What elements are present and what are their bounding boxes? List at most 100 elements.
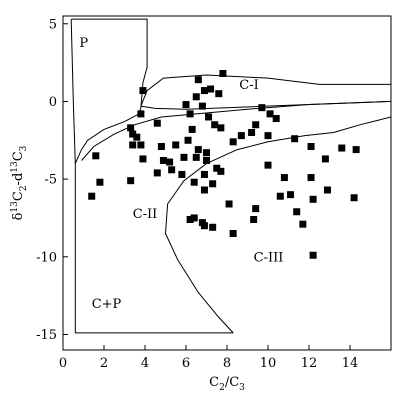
data-point-2 <box>88 192 96 200</box>
data-point-39 <box>213 164 221 172</box>
data-point-26 <box>215 90 223 98</box>
data-point-42 <box>178 170 186 178</box>
data-point-62 <box>350 194 358 202</box>
data-point-43 <box>258 104 266 112</box>
region-boundaries <box>70 18 392 334</box>
data-point-74 <box>209 180 217 188</box>
data-point-75 <box>200 186 208 194</box>
region-label-4: C+P <box>92 297 122 312</box>
data-point-32 <box>211 121 219 129</box>
data-point-37 <box>192 153 200 161</box>
data-point-54 <box>352 146 360 154</box>
x-tick-label-1: 2 <box>100 356 108 371</box>
data-point-66 <box>252 205 260 213</box>
data-point-33 <box>188 125 196 133</box>
data-point-19 <box>153 169 161 177</box>
region-boundary-4 <box>74 163 234 334</box>
region-boundary-2 <box>81 100 392 161</box>
y-tick-label-0: 5 <box>49 17 57 32</box>
data-point-9 <box>137 141 145 149</box>
data-point-50 <box>291 135 299 143</box>
region-label-3: C-III <box>254 250 284 265</box>
data-point-0 <box>92 152 100 160</box>
data-point-28 <box>198 102 206 110</box>
data-point-27 <box>186 110 194 118</box>
region-boundary-1 <box>140 74 392 110</box>
data-point-24 <box>207 85 215 93</box>
x-tick-label-7: 14 <box>342 356 359 371</box>
data-point-3 <box>129 130 137 138</box>
data-point-20 <box>182 101 190 109</box>
data-point-35 <box>194 146 202 154</box>
data-point-15 <box>159 156 167 164</box>
data-point-34 <box>184 136 192 144</box>
data-point-16 <box>166 158 174 166</box>
data-point-57 <box>307 174 315 182</box>
region-label-2: C-II <box>133 207 158 222</box>
data-point-52 <box>321 155 329 163</box>
data-point-47 <box>248 129 256 137</box>
data-point-11 <box>127 177 135 185</box>
data-point-41 <box>190 178 198 186</box>
data-point-63 <box>293 208 301 216</box>
data-point-48 <box>237 132 245 140</box>
data-point-6 <box>137 110 145 118</box>
region-label-1: C-I <box>239 78 258 93</box>
data-point-31 <box>229 138 237 146</box>
x-tick-label-2: 4 <box>141 356 149 371</box>
data-point-64 <box>299 220 307 228</box>
data-point-68 <box>229 229 237 237</box>
data-point-61 <box>323 186 331 194</box>
data-point-72 <box>200 222 208 230</box>
data-point-30 <box>217 124 225 132</box>
data-point-8 <box>129 141 137 149</box>
data-point-1 <box>96 178 104 186</box>
data-point-46 <box>252 121 260 129</box>
data-point-17 <box>180 153 188 161</box>
x-tick-label-3: 6 <box>182 356 190 371</box>
y-tick-label-2: -5 <box>44 173 57 188</box>
data-point-51 <box>307 142 315 150</box>
data-point-44 <box>266 110 274 118</box>
data-point-12 <box>153 119 161 127</box>
data-point-5 <box>139 87 147 95</box>
y-axis-title: δ13C2-d13C3 <box>10 145 29 220</box>
y-tick-label-1: 0 <box>49 95 57 110</box>
data-point-40 <box>200 170 208 178</box>
data-point-22 <box>194 76 202 84</box>
data-point-36 <box>203 149 210 157</box>
x-tick-label-4: 8 <box>223 356 231 371</box>
data-point-69 <box>209 223 217 231</box>
data-point-29 <box>205 113 213 121</box>
data-point-76 <box>225 200 233 208</box>
data-point-60 <box>276 192 284 200</box>
data-point-59 <box>309 195 317 203</box>
data-point-67 <box>250 216 258 224</box>
data-point-14 <box>172 141 180 149</box>
data-point-21 <box>192 93 200 101</box>
data-point-13 <box>157 142 165 150</box>
data-point-7 <box>133 133 141 141</box>
x-axis-title: C2/C3 <box>209 375 245 393</box>
data-point-53 <box>338 144 346 152</box>
data-point-4 <box>127 124 135 132</box>
y-tick-label-3: -10 <box>36 250 57 265</box>
data-point-55 <box>264 161 272 169</box>
data-point-45 <box>272 115 280 123</box>
data-points <box>88 69 360 259</box>
y-axis: 5 0 -5 -10 -15 <box>36 17 68 343</box>
data-point-77 <box>217 167 225 175</box>
x-axis: 0 2 4 6 8 10 12 14 <box>59 345 358 371</box>
data-point-70 <box>190 214 198 222</box>
y-tick-label-4: -15 <box>36 328 57 343</box>
data-point-56 <box>280 174 288 182</box>
region-label-0: P <box>79 36 88 51</box>
x-tick-label-5: 10 <box>260 356 277 371</box>
x-tick-label-0: 0 <box>59 356 67 371</box>
data-point-23 <box>200 87 208 95</box>
data-point-10 <box>139 155 147 163</box>
data-point-25 <box>219 69 227 77</box>
region-labels: P C-I C-II C-III C+P <box>79 36 283 312</box>
x-tick-label-6: 12 <box>301 356 318 371</box>
